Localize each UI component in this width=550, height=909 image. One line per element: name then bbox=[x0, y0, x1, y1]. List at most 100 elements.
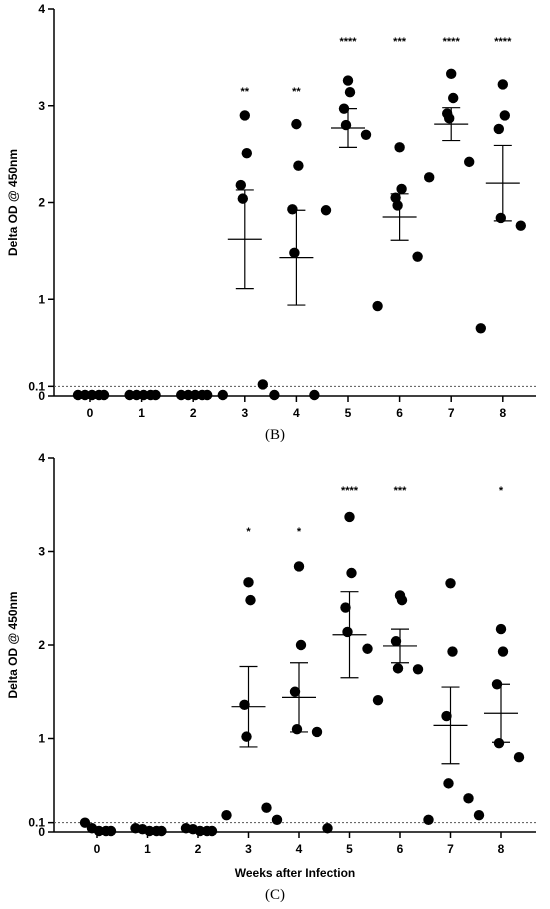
data-point bbox=[443, 778, 454, 789]
data-point bbox=[491, 679, 503, 690]
data-point bbox=[98, 389, 110, 401]
data-point bbox=[261, 802, 272, 813]
data-point bbox=[311, 726, 323, 738]
significance-label: * bbox=[297, 526, 302, 538]
x-tick-label: 4 bbox=[293, 406, 300, 420]
x-tick-label: 1 bbox=[138, 406, 145, 420]
data-point bbox=[493, 737, 505, 749]
data-point bbox=[293, 160, 304, 171]
significance-label: * bbox=[499, 485, 504, 497]
data-point bbox=[79, 817, 91, 828]
y-axis-title: Delta OD @ 450nm bbox=[6, 149, 20, 256]
significance-label: ** bbox=[241, 86, 250, 98]
significance-label: *** bbox=[394, 485, 408, 497]
data-point bbox=[448, 92, 459, 104]
data-point bbox=[441, 710, 452, 722]
data-point bbox=[513, 752, 525, 763]
y-tick-label: 0 bbox=[38, 825, 45, 839]
data-point bbox=[475, 323, 486, 334]
y-tick-label: 2 bbox=[38, 638, 45, 652]
data-point bbox=[235, 179, 246, 191]
significance-label: ** bbox=[292, 86, 301, 98]
x-tick-label: 0 bbox=[87, 406, 94, 420]
x-tick-label: 5 bbox=[346, 842, 353, 856]
data-point bbox=[444, 113, 455, 124]
data-point bbox=[287, 204, 298, 215]
data-point bbox=[239, 699, 250, 711]
panel-label: (C) bbox=[265, 887, 285, 903]
data-point bbox=[271, 814, 283, 826]
data-point bbox=[344, 87, 356, 98]
data-point bbox=[412, 251, 423, 262]
data-point bbox=[396, 594, 408, 606]
data-point bbox=[245, 594, 256, 606]
data-point bbox=[105, 825, 117, 837]
x-tick-label: 3 bbox=[241, 406, 248, 420]
data-point bbox=[412, 664, 424, 675]
data-point bbox=[322, 823, 333, 834]
data-point bbox=[221, 809, 232, 821]
significance-label: * bbox=[246, 526, 251, 538]
y-tick-label: 1 bbox=[38, 732, 45, 746]
data-point bbox=[340, 602, 351, 613]
data-point bbox=[241, 731, 252, 742]
y-tick-label: 2 bbox=[38, 196, 45, 210]
data-point bbox=[243, 577, 254, 588]
data-point bbox=[206, 825, 218, 837]
x-tick-label: 5 bbox=[345, 406, 352, 420]
data-point bbox=[372, 694, 384, 706]
significance-label: **** bbox=[341, 485, 359, 497]
x-tick-label: 6 bbox=[397, 842, 404, 856]
x-tick-label: 2 bbox=[195, 842, 202, 856]
data-point bbox=[362, 643, 373, 654]
data-point bbox=[495, 623, 507, 635]
data-point bbox=[446, 68, 457, 80]
significance-label: **** bbox=[494, 36, 512, 48]
data-point bbox=[156, 825, 167, 837]
data-point bbox=[424, 172, 435, 183]
x-tick-label: 8 bbox=[499, 406, 506, 420]
data-point bbox=[241, 147, 252, 159]
data-point bbox=[289, 686, 301, 697]
data-point bbox=[497, 79, 508, 90]
data-point bbox=[150, 389, 161, 401]
data-point bbox=[342, 75, 354, 86]
data-point bbox=[493, 123, 504, 135]
data-point bbox=[463, 793, 474, 804]
y-tick-label: 0 bbox=[38, 389, 45, 403]
y-tick-label: 3 bbox=[38, 545, 45, 559]
y-tick-label: 3 bbox=[38, 99, 45, 113]
data-point bbox=[445, 578, 456, 589]
y-tick-label: 4 bbox=[38, 2, 45, 16]
x-tick-label: 7 bbox=[448, 406, 455, 420]
x-tick-label: 1 bbox=[144, 842, 151, 856]
data-point bbox=[464, 156, 475, 168]
data-point bbox=[344, 511, 355, 523]
data-point bbox=[497, 646, 509, 657]
data-point bbox=[217, 389, 228, 401]
significance-label: *** bbox=[393, 36, 407, 48]
data-point bbox=[291, 118, 302, 130]
data-point bbox=[515, 220, 526, 231]
y-axis-title: Delta OD @ 450nm bbox=[6, 591, 20, 698]
significance-label: **** bbox=[443, 36, 461, 48]
data-point bbox=[360, 129, 372, 140]
data-point bbox=[289, 247, 300, 259]
significance-label: **** bbox=[339, 36, 357, 48]
data-point bbox=[372, 300, 383, 312]
data-point bbox=[495, 212, 506, 224]
data-point bbox=[237, 193, 248, 204]
data-point bbox=[396, 183, 407, 195]
data-point bbox=[295, 639, 307, 651]
data-point bbox=[269, 389, 280, 401]
x-tick-label: 0 bbox=[94, 842, 101, 856]
data-point bbox=[394, 142, 405, 153]
data-point bbox=[342, 626, 353, 638]
x-axis-title: Weeks after Infection bbox=[235, 866, 355, 880]
data-point bbox=[293, 561, 305, 572]
data-point bbox=[340, 119, 352, 131]
x-tick-label: 6 bbox=[396, 406, 403, 420]
